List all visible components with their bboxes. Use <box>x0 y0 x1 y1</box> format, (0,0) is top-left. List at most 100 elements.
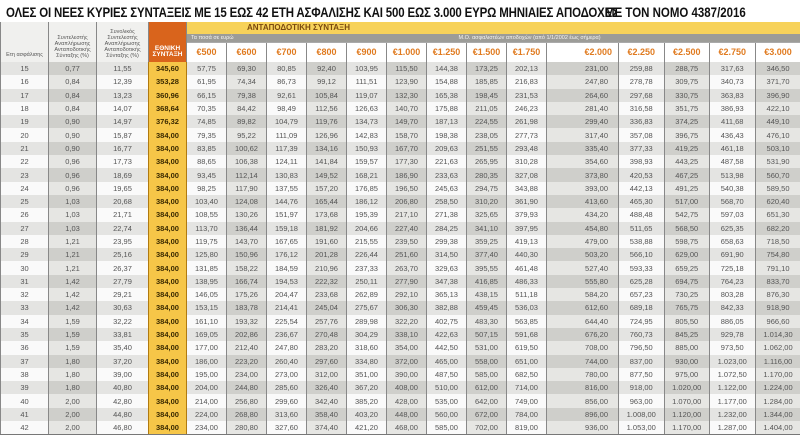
cell-contributory: 886,05 <box>710 315 756 328</box>
cell-coef: 0,84 <box>49 75 97 88</box>
cell-contributory: 382,88 <box>427 301 467 314</box>
cell-contributory: 625,35 <box>710 222 756 235</box>
cell-contributory: 334,80 <box>347 355 387 368</box>
cell-contributory: 175,26 <box>227 288 267 301</box>
cell-contributory: 714,00 <box>507 381 547 394</box>
cell-contributory: 1.170,00 <box>664 421 710 434</box>
cell-contributory: 487,58 <box>710 155 756 168</box>
cell-contributory: 422,10 <box>755 102 800 115</box>
cell-contributory: 136,44 <box>227 222 267 235</box>
cell-contributory: 689,18 <box>619 301 665 314</box>
cell-contributory: 597,03 <box>710 208 756 221</box>
cell-contributory: 198,38 <box>427 128 467 141</box>
cell-contributory: 718,50 <box>755 235 800 248</box>
cell-contributory: 975,00 <box>664 368 710 381</box>
cell-contributory: 702,00 <box>467 421 507 434</box>
cell-contributory: 226,44 <box>347 248 387 261</box>
cell-contributory: 215,55 <box>347 235 387 248</box>
cell-national-pension: 360,96 <box>149 89 187 102</box>
cell-contributory: 297,68 <box>619 89 665 102</box>
amounts-note: Τα ποσά σε ευρώ <box>191 35 234 41</box>
cell-contributory: 161,10 <box>187 315 227 328</box>
cell-contributory: 367,20 <box>347 381 387 394</box>
cell-contributory: 403,20 <box>347 408 387 421</box>
cell-contributory: 236,67 <box>267 328 307 341</box>
cell-contributory: 338,10 <box>387 328 427 341</box>
cell-contributory: 105,84 <box>307 89 347 102</box>
cell-contributory: 124,08 <box>227 195 267 208</box>
cell-contributory: 313,60 <box>267 408 307 421</box>
cell-contributory: 221,63 <box>427 155 467 168</box>
cell-contributory: 805,50 <box>664 315 710 328</box>
cell-contributory: 438,15 <box>467 288 507 301</box>
cell-contributory: 260,40 <box>267 355 307 368</box>
cell-contributory: 111,51 <box>347 75 387 88</box>
cell-contributory: 354,00 <box>387 341 427 354</box>
cell-years: 26 <box>1 208 49 221</box>
cell-total-coef: 14,97 <box>97 115 149 128</box>
cell-contributory: 277,90 <box>387 275 427 288</box>
cell-contributory: 126,96 <box>307 128 347 141</box>
cell-contributory: 186,12 <box>347 195 387 208</box>
cell-contributory: 244,80 <box>227 381 267 394</box>
cell-contributory: 803,28 <box>710 288 756 301</box>
cell-contributory: 132,30 <box>387 89 427 102</box>
cell-contributory: 336,83 <box>619 115 665 128</box>
cell-contributory: 285,60 <box>267 381 307 394</box>
cell-contributory: 309,75 <box>664 75 710 88</box>
cell-contributory: 491,25 <box>664 182 710 195</box>
cell-contributory: 436,43 <box>710 128 756 141</box>
cell-contributory: 326,40 <box>307 381 347 394</box>
cell-contributory: 568,50 <box>664 222 710 235</box>
cell-contributory: 467,25 <box>664 168 710 181</box>
cell-contributory: 264,60 <box>547 89 619 102</box>
cell-contributory: 204,66 <box>347 222 387 235</box>
cell-years: 35 <box>1 328 49 341</box>
cell-coef: 0,90 <box>49 142 97 155</box>
cell-contributory: 251,55 <box>467 142 507 155</box>
cell-total-coef: 21,71 <box>97 208 149 221</box>
cell-contributory: 816,00 <box>547 381 619 394</box>
cell-total-coef: 13,23 <box>97 89 149 102</box>
cell-contributory: 288,75 <box>664 62 710 75</box>
cell-total-coef: 46,80 <box>97 421 149 434</box>
cell-contributory: 251,60 <box>387 248 427 261</box>
cell-contributory: 176,12 <box>267 248 307 261</box>
cell-contributory: 79,38 <box>227 89 267 102</box>
cell-contributory: 149,70 <box>387 115 427 128</box>
cell-total-coef: 25,16 <box>97 248 149 261</box>
cell-contributory: 66,15 <box>187 89 227 102</box>
cell-contributory: 117,90 <box>227 182 267 195</box>
cell-contributory: 443,25 <box>664 155 710 168</box>
cell-coef: 2,00 <box>49 408 97 421</box>
cell-contributory: 413,60 <box>547 195 619 208</box>
cell-contributory: 1.020,00 <box>664 381 710 394</box>
cell-contributory: 591,68 <box>507 328 547 341</box>
cell-contributory: 1.177,00 <box>710 394 756 407</box>
cell-contributory: 377,40 <box>467 248 507 261</box>
cell-contributory: 330,75 <box>664 89 710 102</box>
cell-national-pension: 384,00 <box>149 368 187 381</box>
cell-contributory: 659,25 <box>664 261 710 274</box>
cell-contributory: 1.023,00 <box>710 355 756 368</box>
cell-contributory: 379,93 <box>507 208 547 221</box>
cell-contributory: 657,23 <box>619 288 665 301</box>
cell-contributory: 258,50 <box>427 195 467 208</box>
cell-contributory: 434,20 <box>547 208 619 221</box>
cell-contributory: 158,22 <box>227 261 267 274</box>
cell-contributory: 764,23 <box>710 275 756 288</box>
cell-years: 17 <box>1 89 49 102</box>
cell-years: 28 <box>1 235 49 248</box>
cell-contributory: 113,70 <box>187 222 227 235</box>
cell-contributory: 216,83 <box>507 75 547 88</box>
cell-contributory: 165,44 <box>307 195 347 208</box>
cell-contributory: 204,00 <box>187 381 227 394</box>
cell-coef: 0,84 <box>49 102 97 115</box>
cell-contributory: 598,75 <box>664 235 710 248</box>
cell-contributory: 428,00 <box>387 394 427 407</box>
header-salary-11: €2.500 <box>664 42 710 62</box>
